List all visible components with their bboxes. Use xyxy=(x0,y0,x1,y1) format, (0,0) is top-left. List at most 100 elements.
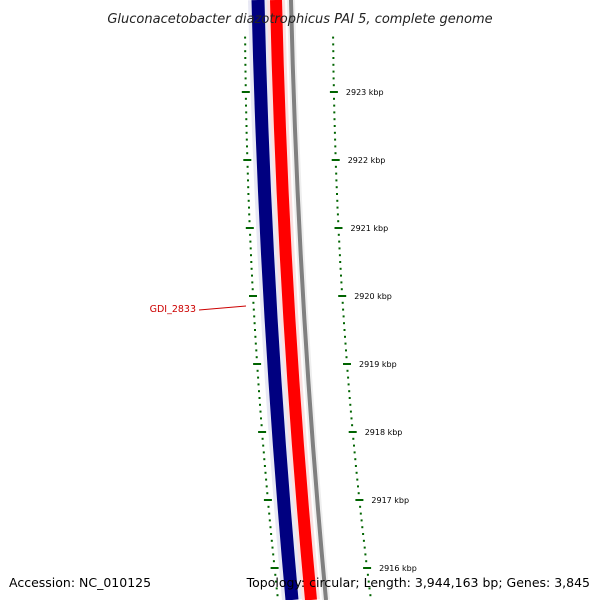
inner-minor-tick xyxy=(245,131,248,134)
inner-minor-tick xyxy=(260,424,263,427)
outer-minor-tick xyxy=(334,138,337,141)
outer-major-tick xyxy=(343,363,351,365)
inner-minor-tick xyxy=(246,165,249,168)
outer-minor-tick xyxy=(333,97,335,100)
outer-minor-tick xyxy=(340,281,343,284)
inner-minor-tick xyxy=(244,43,247,46)
outer-minor-tick xyxy=(343,322,345,325)
inner-minor-tick xyxy=(275,580,277,583)
inner-minor-tick xyxy=(247,186,250,189)
inner-minor-tick xyxy=(258,390,260,393)
outer-minor-tick xyxy=(362,533,365,535)
inner-minor-tick xyxy=(251,281,254,284)
inner-major-tick xyxy=(263,499,272,501)
inner-major-tick xyxy=(258,431,267,433)
inner-minor-tick xyxy=(244,36,247,39)
inner-minor-tick xyxy=(244,50,247,53)
inner-minor-tick xyxy=(245,125,248,127)
inner-minor-tick xyxy=(244,97,247,100)
outer-minor-tick xyxy=(337,220,340,223)
outer-major-tick xyxy=(338,295,347,297)
inner-minor-tick xyxy=(252,308,255,311)
inner-minor-tick xyxy=(269,526,272,529)
outer-major-tick xyxy=(329,91,338,93)
outer-minor-tick xyxy=(369,594,372,597)
outer-minor-tick xyxy=(341,301,344,304)
outer-minor-tick xyxy=(332,77,335,80)
outer-minor-tick xyxy=(351,424,354,427)
outer-minor-tick xyxy=(367,580,370,583)
map-title: Gluconacetobacter diazotrophicus PAI 5, … xyxy=(107,12,492,27)
outer-major-tick xyxy=(363,567,372,569)
inner-minor-tick xyxy=(252,301,255,304)
outer-minor-tick xyxy=(363,546,366,549)
outer-minor-tick xyxy=(336,193,338,195)
outer-minor-tick xyxy=(332,57,335,59)
outer-minor-tick xyxy=(335,179,338,182)
gene-label-gdi-2833[interactable]: GDI_2833 xyxy=(150,304,196,315)
outer-minor-tick xyxy=(333,118,336,121)
outer-minor-tick xyxy=(342,315,345,318)
outer-minor-tick xyxy=(333,104,336,107)
outer-major-tick xyxy=(348,431,357,433)
ruler-tick-label: 2919 kbp xyxy=(359,360,397,369)
outer-minor-tick xyxy=(344,342,347,345)
outer-minor-tick xyxy=(334,165,337,168)
inner-minor-tick xyxy=(249,233,252,236)
inner-minor-tick xyxy=(259,403,261,406)
outer-minor-tick xyxy=(364,553,367,556)
outer-minor-tick xyxy=(354,465,357,467)
outer-minor-tick xyxy=(336,206,339,209)
ruler-tick-label: 2917 kbp xyxy=(371,496,409,505)
inner-minor-tick xyxy=(255,349,258,352)
inner-minor-tick xyxy=(261,437,264,440)
outer-minor-tick xyxy=(348,397,351,399)
outer-minor-tick xyxy=(359,512,362,515)
inner-minor-tick xyxy=(245,118,248,121)
inner-major-tick xyxy=(270,567,279,569)
inner-minor-tick xyxy=(245,138,248,141)
inner-minor-tick xyxy=(250,267,253,270)
inner-minor-tick xyxy=(259,410,262,413)
outer-minor-tick xyxy=(333,131,336,134)
inner-minor-tick xyxy=(272,553,275,556)
outer-minor-tick xyxy=(345,356,348,359)
inner-minor-tick xyxy=(268,512,271,515)
inner-minor-tick xyxy=(249,240,252,243)
outer-minor-tick xyxy=(359,505,362,508)
inner-minor-tick xyxy=(274,573,277,576)
inner-minor-tick xyxy=(257,376,260,379)
inner-minor-tick xyxy=(251,288,254,291)
outer-minor-tick xyxy=(352,437,355,440)
outer-minor-tick xyxy=(338,254,341,257)
inner-minor-tick xyxy=(244,70,247,73)
inner-minor-tick xyxy=(246,172,249,175)
gray-track xyxy=(289,0,328,600)
inner-minor-tick xyxy=(276,594,279,597)
outer-ruler-ticks xyxy=(329,36,372,597)
inner-minor-tick xyxy=(262,444,265,447)
outer-minor-tick xyxy=(338,247,341,250)
inner-minor-tick xyxy=(250,261,253,263)
inner-minor-tick xyxy=(244,84,247,87)
outer-minor-tick xyxy=(360,519,363,522)
outer-minor-tick xyxy=(334,145,337,148)
ruler-tick-label: 2918 kbp xyxy=(365,428,403,437)
inner-minor-tick xyxy=(247,179,249,182)
inner-minor-tick xyxy=(256,369,259,372)
outer-minor-tick xyxy=(349,403,352,406)
outer-minor-tick xyxy=(336,199,339,202)
outer-minor-tick xyxy=(333,111,336,114)
outer-minor-tick xyxy=(342,308,345,311)
inner-major-tick xyxy=(245,227,254,229)
inner-minor-tick xyxy=(249,247,252,250)
ruler-tick-label: 2921 kbp xyxy=(351,224,389,233)
inner-minor-tick xyxy=(246,152,249,155)
inner-major-tick xyxy=(253,363,262,365)
inner-minor-tick xyxy=(248,213,251,216)
inner-minor-tick xyxy=(254,329,256,331)
outer-minor-tick xyxy=(349,410,352,413)
inner-ruler-ticks xyxy=(241,36,279,597)
blue-track xyxy=(251,0,299,600)
inner-minor-tick xyxy=(253,315,256,318)
